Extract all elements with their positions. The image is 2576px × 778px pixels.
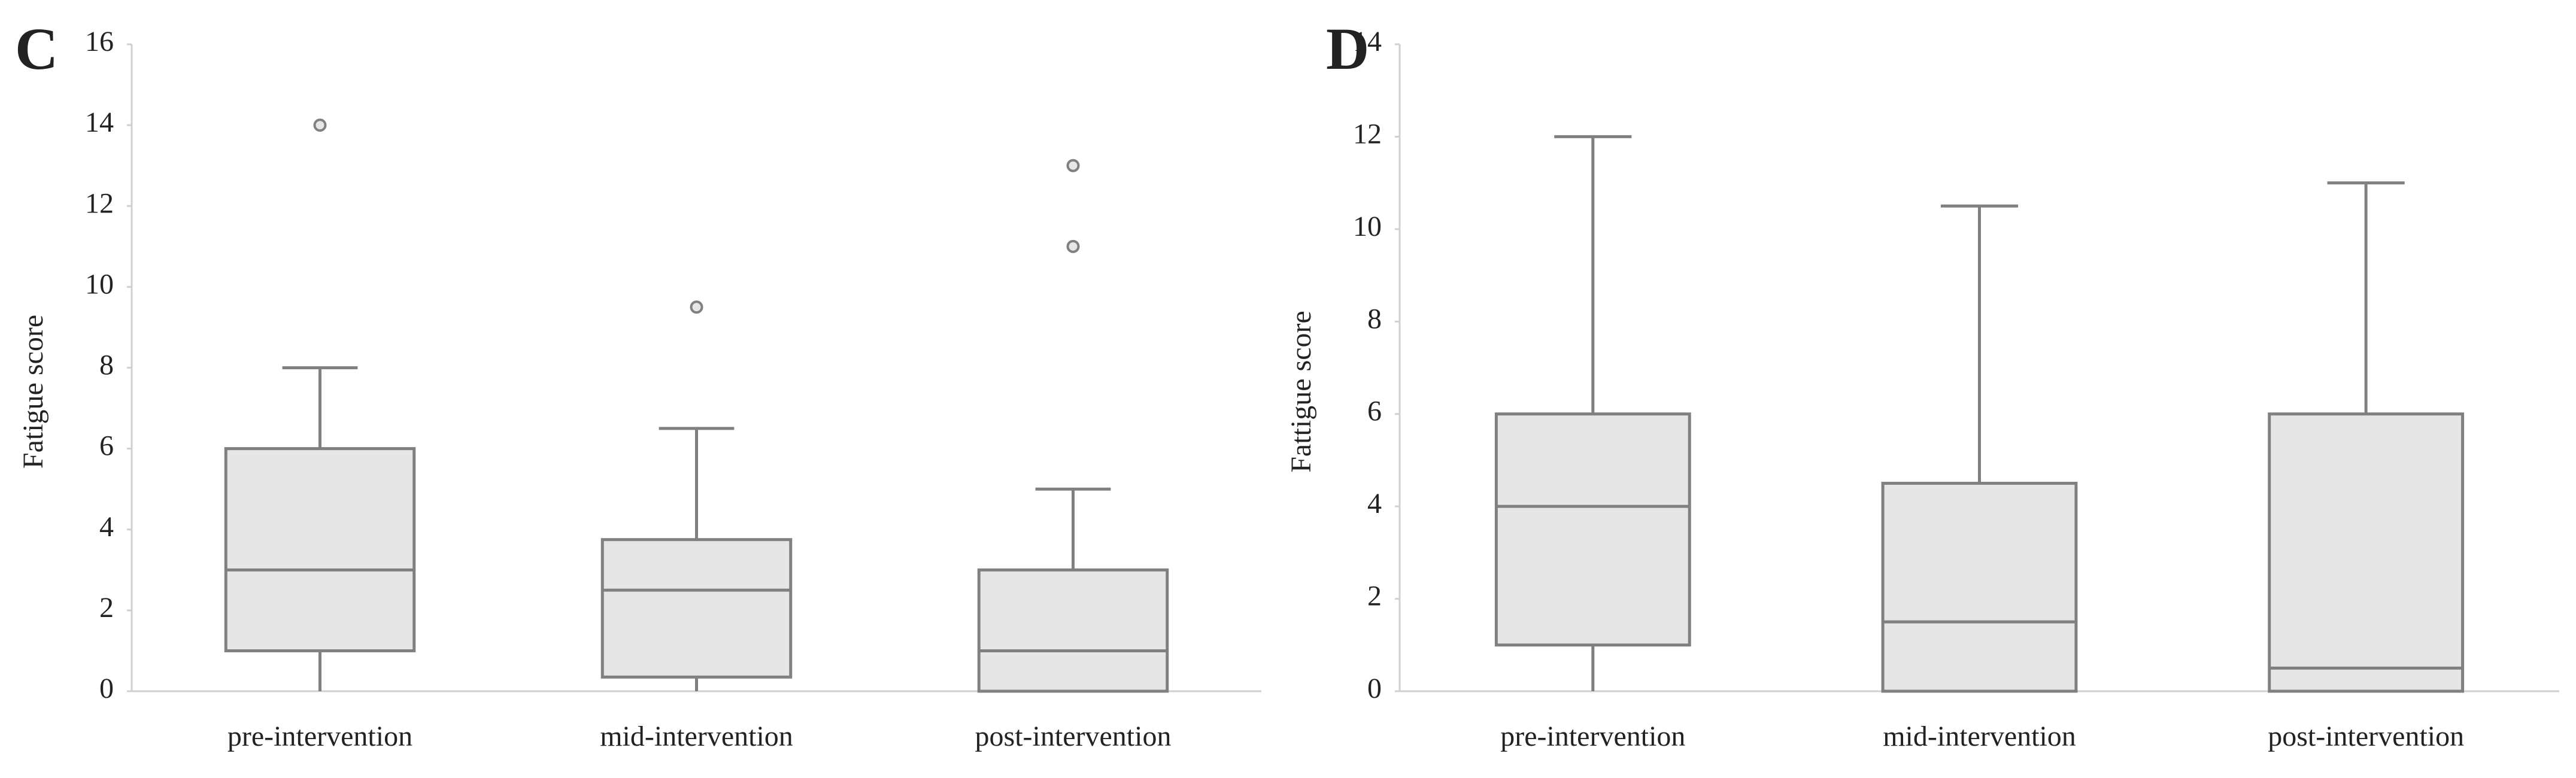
- panel-label: D: [1326, 16, 1369, 82]
- y-tick-label: 6: [99, 430, 114, 462]
- outlier: [1066, 159, 1080, 172]
- y-tick-label: 6: [1367, 396, 1382, 427]
- y-tick-label: 10: [85, 268, 114, 300]
- y-axis-label: Fattigue score: [1285, 311, 1317, 473]
- y-tick-label: 8: [1367, 303, 1382, 335]
- x-tick-label: post-intervention: [975, 721, 1172, 752]
- x-tick-label: pre-intervention: [1500, 721, 1685, 752]
- y-tick-label: 16: [85, 26, 114, 57]
- box: [224, 447, 416, 652]
- box: [600, 538, 793, 679]
- y-tick-label: 0: [99, 673, 114, 704]
- x-tick-label: mid-intervention: [1883, 721, 2076, 752]
- y-axis-label: Fatigue score: [17, 315, 49, 469]
- y-tick-label: 2: [99, 592, 114, 624]
- outlier: [313, 118, 327, 132]
- y-tick-label: 8: [99, 350, 114, 381]
- panel-label: C: [15, 16, 58, 82]
- x-tick-label: pre-intervention: [227, 721, 412, 752]
- y-tick-label: 4: [1367, 488, 1382, 519]
- y-tick-label: 10: [1353, 211, 1382, 242]
- x-tick-label: post-intervention: [2268, 721, 2464, 752]
- box: [1881, 482, 2078, 693]
- outlier: [1066, 239, 1080, 253]
- box: [1494, 412, 1691, 647]
- y-tick-label: 14: [1353, 26, 1382, 57]
- y-tick-label: 14: [85, 107, 114, 138]
- y-tick-label: 12: [1353, 118, 1382, 150]
- outlier: [690, 300, 703, 314]
- y-tick-label: 2: [1367, 581, 1382, 612]
- y-tick-label: 0: [1367, 673, 1382, 704]
- box: [2268, 412, 2465, 693]
- box: [977, 568, 1169, 693]
- x-tick-label: mid-intervention: [600, 721, 793, 752]
- y-tick-label: 12: [85, 187, 114, 219]
- y-tick-label: 4: [99, 511, 114, 543]
